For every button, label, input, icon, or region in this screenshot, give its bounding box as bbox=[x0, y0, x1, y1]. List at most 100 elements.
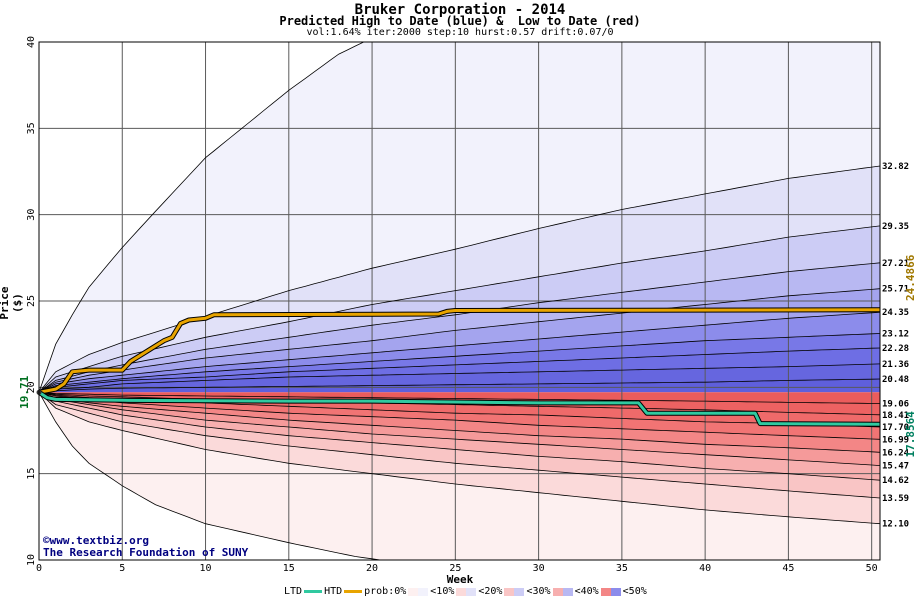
low-end-label-50%: 16.24 bbox=[882, 448, 910, 458]
plot-frame bbox=[38, 41, 881, 561]
high-band-0 bbox=[39, 42, 880, 393]
x-tick-label-25: 25 bbox=[449, 563, 461, 574]
outside-low-area bbox=[39, 392, 880, 560]
high-band-4 bbox=[39, 288, 880, 393]
y-tick-label-40: 40 bbox=[26, 36, 37, 48]
start-price-label: 19.71 bbox=[18, 375, 31, 408]
legend-ltd-swatch bbox=[304, 590, 323, 593]
high-end-label-50%: 24.35 bbox=[882, 308, 909, 318]
legend-swatch-10 bbox=[456, 587, 477, 596]
high-band-6 bbox=[39, 333, 880, 393]
legend-lt50-label: <50% bbox=[622, 586, 647, 597]
y-tick-label-15: 15 bbox=[26, 468, 37, 480]
x-tick-label-10: 10 bbox=[200, 563, 212, 574]
chart-params: vol:1.64% iter:2000 step:10 hurst:0.57 d… bbox=[306, 27, 614, 38]
high-band-7 bbox=[39, 348, 880, 393]
y-tick-label-30: 30 bbox=[26, 209, 37, 221]
chart-subtitle: Predicted High to Date (blue) & Low to D… bbox=[279, 14, 641, 28]
high-end-label-30%: 27.21 bbox=[882, 259, 909, 269]
high-quantile-line-80% bbox=[38, 363, 881, 393]
high-end-label-40%: 25.71 bbox=[882, 285, 909, 295]
legend-swatch-20 bbox=[504, 587, 525, 596]
high-quantile-line-30% bbox=[38, 262, 881, 393]
outside-high-area bbox=[39, 42, 880, 393]
legend-swatch-0 bbox=[408, 587, 429, 596]
legend-swatch-30 bbox=[552, 587, 573, 596]
high-end-label-80%: 21.36 bbox=[882, 360, 909, 370]
x-tick-label-50: 50 bbox=[866, 563, 878, 574]
low-end-label-30%: 14.62 bbox=[882, 476, 909, 486]
low-end-label-60%: 16.99 bbox=[882, 435, 909, 445]
legend-lt20-label: <20% bbox=[478, 586, 503, 597]
low-quantile-line-10% bbox=[38, 392, 881, 525]
low-quantile-line-40% bbox=[38, 391, 881, 466]
high-band-3 bbox=[39, 262, 880, 393]
x-tick-label-20: 20 bbox=[366, 563, 378, 574]
low-band-5 bbox=[39, 392, 880, 453]
credit-foundation: The Research Foundation of SUNY bbox=[43, 546, 249, 559]
chart-title: Bruker Corporation - 2014 bbox=[354, 2, 566, 18]
high-end-label-10%: 32.82 bbox=[882, 162, 909, 172]
legend-lt40-label: <40% bbox=[574, 586, 599, 597]
low-end-label-20%: 13.59 bbox=[882, 494, 909, 504]
low-quantile-line-90% bbox=[38, 391, 881, 404]
low-end-label-70%: 17.70 bbox=[882, 423, 909, 433]
x-axis-label: Week bbox=[446, 573, 474, 586]
high-band-1 bbox=[39, 166, 880, 393]
legend-htd-swatch bbox=[344, 590, 363, 593]
high-quantile-line-90% bbox=[38, 378, 881, 393]
labels-group: 0 5 10 15 20 25 30 35 40 45 50 10 15 20 25 30 35 40 19.71 3… bbox=[18, 36, 917, 574]
ltd-series-line bbox=[38, 391, 881, 426]
low-band-2 bbox=[39, 392, 880, 498]
quantile-lines-group bbox=[38, 41, 881, 561]
y-tick-label-20: 20 bbox=[26, 381, 37, 393]
legend-lt10-label: <10% bbox=[430, 586, 455, 597]
low-quantile-line-20% bbox=[38, 391, 881, 499]
low-quantile-line-60% bbox=[38, 391, 881, 440]
low-band-1 bbox=[39, 392, 880, 524]
low-end-label-40%: 15.47 bbox=[882, 462, 909, 472]
legend-ltd-label: LTD bbox=[284, 586, 303, 597]
low-end-label-80%: 18.41 bbox=[882, 411, 909, 421]
y-tick-label-35: 35 bbox=[26, 122, 37, 134]
low-quantile-line-50% bbox=[38, 391, 881, 453]
ltd-end-label: 17.8564 bbox=[904, 411, 917, 458]
y-tick-label-10: 10 bbox=[26, 554, 37, 566]
legend-htd-label: HTD bbox=[324, 586, 343, 597]
high-band-8 bbox=[39, 363, 880, 393]
high-band-9 bbox=[39, 379, 880, 393]
legend-swatch-40 bbox=[600, 587, 621, 596]
low-end-label-90%: 19.06 bbox=[882, 400, 909, 410]
high-end-label-20%: 29.35 bbox=[882, 222, 909, 232]
high-quantile-line-20% bbox=[38, 225, 881, 393]
credit-website: ©www.textbiz.org bbox=[43, 534, 149, 547]
legend-lt30-label: <30% bbox=[526, 586, 551, 597]
axes-group bbox=[38, 41, 881, 561]
x-tick-label-45: 45 bbox=[782, 563, 794, 574]
x-tick-label-40: 40 bbox=[699, 563, 711, 574]
y-axis-label: Price ($) bbox=[0, 286, 24, 320]
x-tick-label-5: 5 bbox=[119, 563, 125, 574]
low-band-6 bbox=[39, 392, 880, 440]
y-tick-label-25: 25 bbox=[26, 295, 37, 307]
high-end-label-70%: 22.28 bbox=[882, 344, 909, 354]
x-tick-label-30: 30 bbox=[533, 563, 545, 574]
low-band-4 bbox=[39, 392, 880, 466]
legend: LTD HTD prob:0% <10% <20% <30% <40% <50% bbox=[284, 586, 647, 597]
high-end-label-60%: 23.12 bbox=[882, 329, 909, 339]
high-quantile-line-70% bbox=[38, 347, 881, 393]
x-tick-label-0: 0 bbox=[36, 563, 42, 574]
series-group bbox=[36, 307, 881, 427]
x-tick-label-15: 15 bbox=[283, 563, 295, 574]
high-quantile-line-50% bbox=[38, 311, 881, 393]
high-quantile-line-40% bbox=[38, 288, 881, 393]
low-end-label-10%: 12.10 bbox=[882, 520, 909, 530]
x-tick-label-35: 35 bbox=[616, 563, 628, 574]
low-band-0 bbox=[39, 392, 880, 560]
low-quantile-line-30% bbox=[38, 391, 881, 481]
htd-end-label: 24.4866 bbox=[904, 254, 917, 301]
high-band-5 bbox=[39, 312, 880, 393]
legend-prob0-label: prob:0% bbox=[364, 586, 407, 597]
